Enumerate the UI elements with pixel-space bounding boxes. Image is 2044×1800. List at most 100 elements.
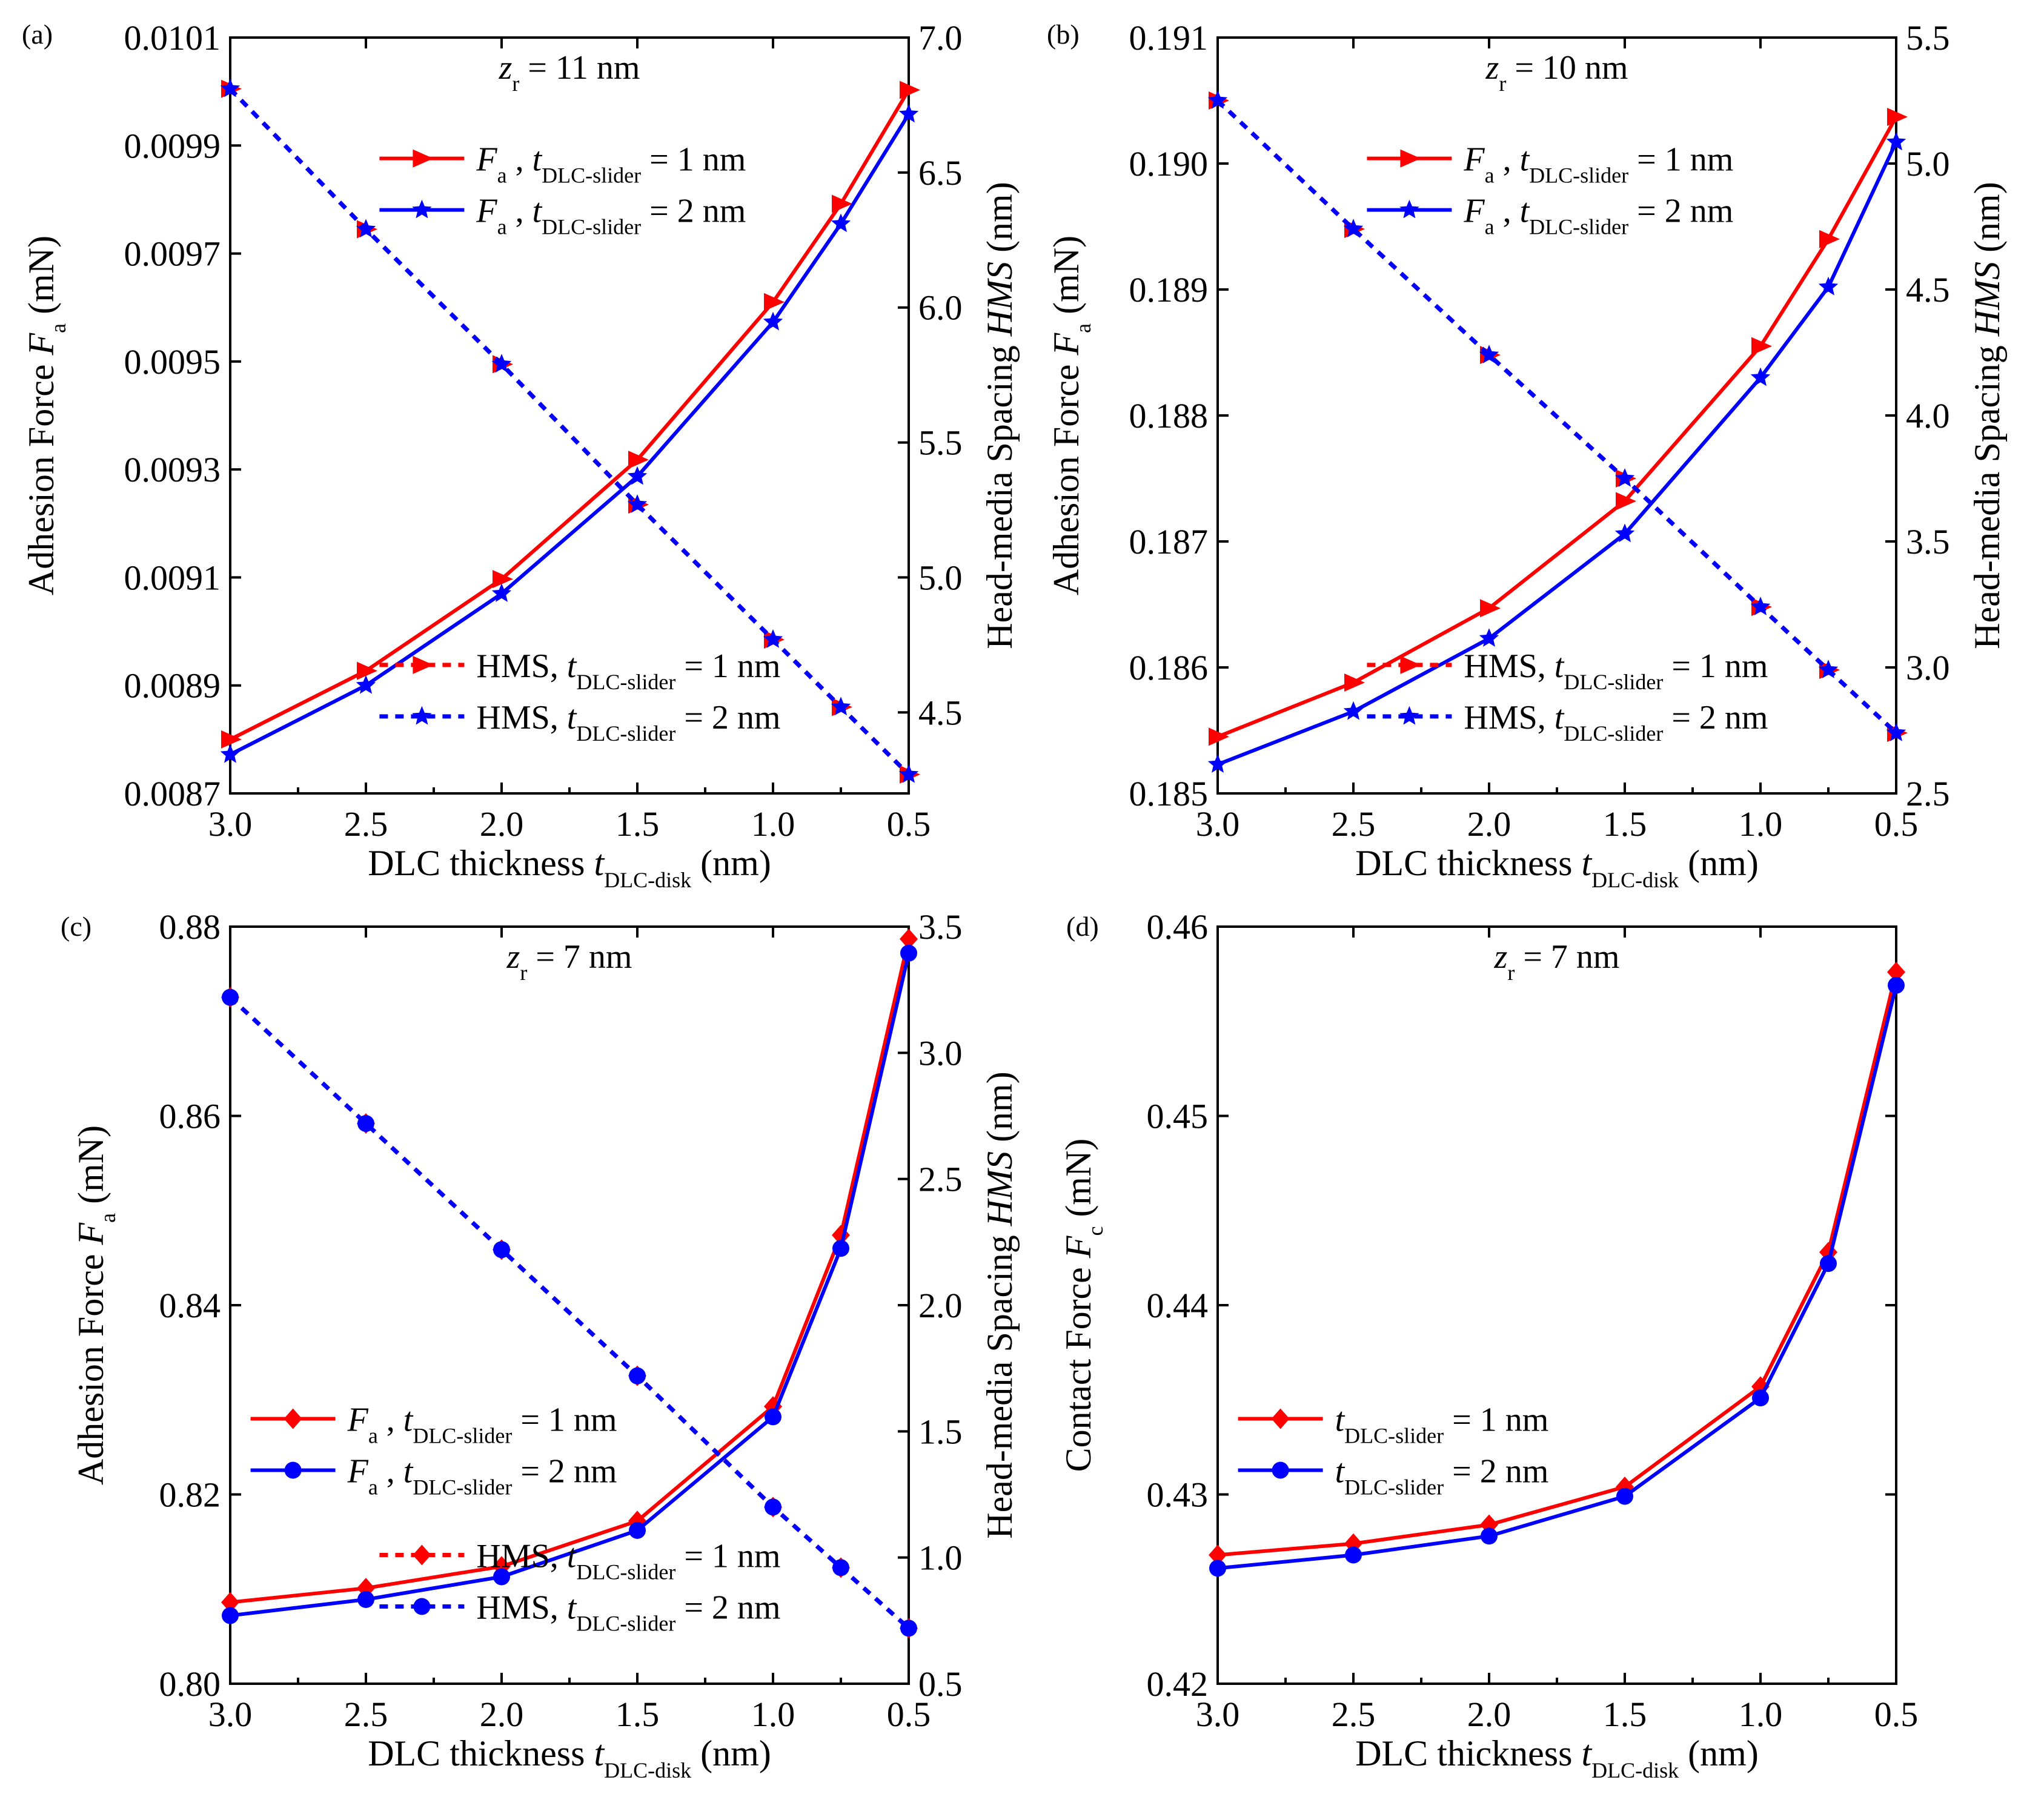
y-left-tick-label: 0.43 <box>1147 1475 1209 1515</box>
y-right-tick-label: 3.5 <box>1906 522 1950 561</box>
legend-entry: Fa , tDLC-slider = 1 nm <box>1463 141 1733 188</box>
y-left-tick-label: 0.84 <box>159 1286 221 1325</box>
y-right-tick-label: 5.0 <box>918 558 963 597</box>
data-point <box>831 213 851 233</box>
x-tick-label: 0.5 <box>887 1695 931 1734</box>
legend-marker <box>1399 199 1419 219</box>
x-axis-label: DLC thickness tDLC-disk (nm) <box>1355 1733 1759 1782</box>
y-right-tick-label: 3.5 <box>918 907 963 947</box>
y-left-tick-label: 0.80 <box>159 1664 221 1704</box>
panel-label: (d) <box>1066 911 1099 942</box>
y-left-tick-label: 0.188 <box>1129 396 1209 435</box>
data-point <box>1479 345 1499 363</box>
data-point <box>493 570 513 589</box>
legend-0: Fa , tDLC-slider = 1 nm Fa , tDLC-slider … <box>1367 141 1733 239</box>
x-tick-label: 1.0 <box>1739 804 1783 844</box>
y-right-tick-label: 6.5 <box>918 153 963 193</box>
y-right-axis-label: Head-media Spacing HMS (nm) <box>980 182 1020 649</box>
data-point <box>1887 962 1905 982</box>
x-tick-label: 2.0 <box>1467 1695 1511 1734</box>
data-point <box>900 944 917 962</box>
y-left-tick-label: 0.86 <box>159 1097 221 1136</box>
x-tick-label: 0.5 <box>1874 804 1919 844</box>
data-point <box>765 1498 781 1516</box>
x-tick-label: 1.5 <box>616 804 660 844</box>
y-left-tick-label: 0.185 <box>1129 774 1209 813</box>
data-point <box>1819 230 1840 248</box>
data-point <box>1818 276 1839 296</box>
data-point <box>1480 599 1501 618</box>
legend-1: HMS, tDLC-slider = 1 nm HMS, tDLC-slider … <box>379 647 780 746</box>
y-left-tick-label: 0.0093 <box>124 450 221 489</box>
legend-entry: Fa , tDLC-slider = 1 nm <box>347 1401 617 1448</box>
x-tick-label: 3.0 <box>208 804 253 844</box>
x-tick-label: 3.0 <box>1196 1695 1240 1734</box>
y-left-tick-label: 0.0087 <box>124 774 221 813</box>
legend-marker <box>1400 655 1421 674</box>
y-left-axis-label: Adhesion Force Fa (mN) <box>1046 236 1095 595</box>
legend-marker <box>413 1544 431 1566</box>
data-point <box>222 1607 239 1624</box>
legend-marker <box>412 199 432 219</box>
data-point <box>1752 1389 1769 1407</box>
data-point <box>357 661 377 680</box>
x-tick-label: 1.0 <box>751 804 795 844</box>
annotation: zr = 7 nm <box>1494 938 1620 985</box>
y-right-tick-label: 1.0 <box>918 1538 963 1578</box>
y-right-tick-label: 5.5 <box>918 423 963 463</box>
chart-panel-d: 3.0 2.5 2.0 1.5 1.0 0.5 0.42 0.43 0.44 0.45 0.46 DL… <box>1058 907 1918 1782</box>
y-left-tick-label: 0.187 <box>1129 522 1209 561</box>
x-tick-label: 1.0 <box>1739 1695 1783 1734</box>
legend-entry: HMS, tDLC-slider = 2 nm <box>476 699 780 746</box>
y-left-tick-label: 0.0091 <box>124 558 221 597</box>
y-left-tick-label: 0.0095 <box>124 342 221 382</box>
y-left-axis-label: Contact Force Fc (mN) <box>1058 1139 1107 1472</box>
panel-label: (b) <box>1047 19 1080 50</box>
legend-entry: HMS, tDLC-slider = 1 nm <box>476 1538 780 1584</box>
legend-0: tDLC-slider = 1 nm tDLC-slider = 2 nm <box>1238 1401 1548 1500</box>
data-point <box>832 1240 849 1257</box>
data-point <box>1750 597 1771 615</box>
data-point <box>1479 628 1499 647</box>
y-right-tick-label: 5.5 <box>1906 18 1950 58</box>
x-tick-label: 2.5 <box>1332 1695 1376 1734</box>
data-point <box>1751 337 1772 356</box>
y-left-tick-label: 0.82 <box>159 1475 221 1515</box>
data-point <box>493 1568 510 1586</box>
data-point <box>898 764 919 783</box>
y-left-tick-label: 0.186 <box>1129 648 1209 687</box>
y-left-tick-label: 0.190 <box>1129 144 1209 184</box>
y-right-tick-label: 7.0 <box>918 18 963 58</box>
legend-marker <box>1399 706 1419 725</box>
data-point <box>221 730 242 749</box>
legend-entry: Fa , tDLC-slider = 2 nm <box>1463 193 1733 239</box>
series-line-3 <box>228 996 911 1630</box>
y-left-tick-label: 0.0089 <box>124 666 221 706</box>
data-point <box>1209 1544 1227 1566</box>
data-point <box>1207 90 1228 109</box>
x-tick-label: 1.5 <box>616 1695 660 1734</box>
legend-marker <box>413 1598 431 1615</box>
y-left-tick-label: 0.46 <box>1147 907 1209 947</box>
y-right-tick-label: 2.5 <box>1906 774 1950 813</box>
data-point <box>832 1559 849 1577</box>
x-tick-label: 2.0 <box>480 804 524 844</box>
data-point <box>357 1590 374 1608</box>
y-left-tick-label: 0.191 <box>1129 18 1209 58</box>
data-point <box>220 744 241 763</box>
x-tick-label: 2.0 <box>480 1695 524 1734</box>
y-right-axis-label: Head-media Spacing HMS (nm) <box>980 1071 1020 1538</box>
series-line-1 <box>230 953 911 1618</box>
data-point <box>898 104 919 123</box>
data-point <box>1750 367 1771 386</box>
legend-0: Fa , tDLC-slider = 1 nm Fa , tDLC-slider … <box>250 1401 617 1500</box>
legend-marker <box>284 1461 302 1479</box>
legend-entry: HMS, tDLC-slider = 2 nm <box>1464 699 1768 746</box>
legend-marker <box>412 706 432 725</box>
data-point <box>222 988 239 1006</box>
data-point <box>765 1408 781 1426</box>
data-point <box>357 1115 374 1132</box>
x-tick-label: 3.0 <box>1196 804 1240 844</box>
y-left-tick-label: 0.88 <box>159 907 221 947</box>
data-point <box>764 293 785 311</box>
